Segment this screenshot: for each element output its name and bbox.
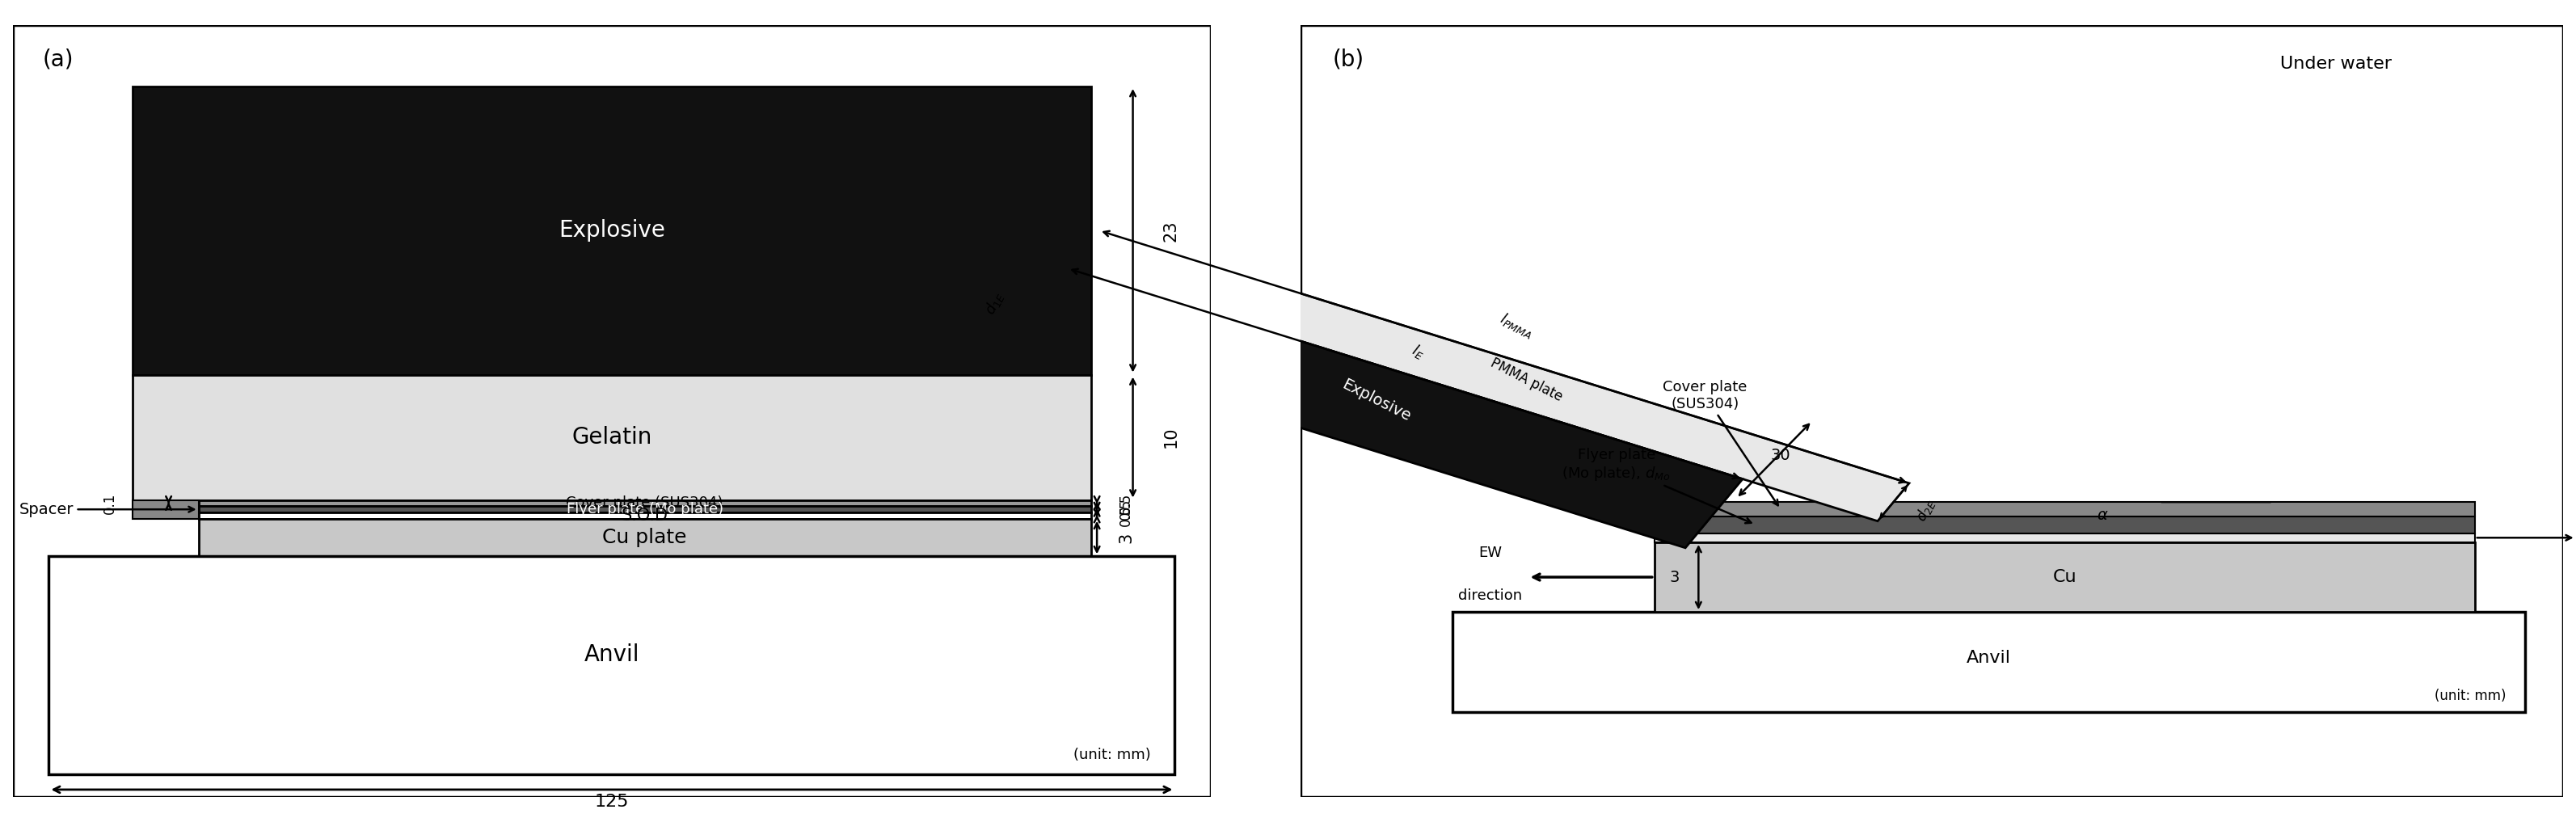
Text: Flyer plate (Mo plate): Flyer plate (Mo plate) bbox=[567, 502, 724, 517]
Bar bbox=[198, 512, 1092, 519]
Text: Under water: Under water bbox=[2280, 56, 2391, 72]
Bar bbox=[1654, 502, 2476, 516]
Text: (unit: mm): (unit: mm) bbox=[1074, 748, 1151, 763]
Text: 3: 3 bbox=[1118, 532, 1133, 543]
Text: direction: direction bbox=[1458, 589, 1522, 603]
Text: Anvil: Anvil bbox=[1965, 650, 2012, 667]
Text: $l_E$: $l_E$ bbox=[1409, 342, 1427, 363]
Text: 125: 125 bbox=[595, 793, 629, 810]
Bar bbox=[198, 506, 1092, 512]
Bar bbox=[134, 375, 1092, 500]
Text: 23: 23 bbox=[1162, 219, 1180, 242]
Text: (b): (b) bbox=[1332, 48, 1365, 71]
Text: Cover plate (SUS304): Cover plate (SUS304) bbox=[567, 496, 724, 510]
Text: 0.5: 0.5 bbox=[1118, 492, 1133, 514]
Text: Explosive: Explosive bbox=[1340, 376, 1414, 424]
Text: $d_{2E}$: $d_{2E}$ bbox=[1911, 496, 1937, 524]
Text: Flyer plate
(Mo plate), $d_{Mo}$: Flyer plate (Mo plate), $d_{Mo}$ bbox=[1561, 448, 1752, 523]
Text: (a): (a) bbox=[44, 48, 75, 71]
Text: 0.5: 0.5 bbox=[1118, 505, 1133, 526]
Text: Gelatin: Gelatin bbox=[572, 426, 652, 449]
Text: 3: 3 bbox=[1669, 570, 1680, 584]
Text: 0.5: 0.5 bbox=[1118, 499, 1133, 520]
Text: $d_{1E}$: $d_{1E}$ bbox=[981, 289, 1007, 317]
Polygon shape bbox=[1069, 231, 1909, 521]
Bar bbox=[1453, 612, 2524, 713]
Bar bbox=[1654, 543, 2476, 612]
Text: Cu: Cu bbox=[2053, 569, 2076, 585]
Text: PMMA plate: PMMA plate bbox=[1489, 355, 1564, 404]
Text: Anvil: Anvil bbox=[585, 643, 639, 666]
Text: Cover plate
(SUS304): Cover plate (SUS304) bbox=[1662, 380, 1777, 506]
Text: Cu plate: Cu plate bbox=[603, 528, 688, 547]
Bar bbox=[1654, 533, 2476, 543]
Text: 10: 10 bbox=[1162, 427, 1180, 448]
Text: 30: 30 bbox=[1770, 448, 1790, 464]
Text: Spacer: Spacer bbox=[18, 501, 193, 517]
Polygon shape bbox=[1010, 269, 1741, 547]
Bar bbox=[134, 500, 198, 519]
Text: S.O.D: S.O.D bbox=[621, 507, 667, 524]
Bar bbox=[198, 519, 1092, 556]
Bar bbox=[134, 86, 1092, 375]
Text: 0.1: 0.1 bbox=[103, 492, 118, 514]
Text: Explosive: Explosive bbox=[559, 219, 665, 242]
Text: $\alpha$: $\alpha$ bbox=[2097, 508, 2107, 523]
Text: EW: EW bbox=[1479, 546, 1502, 560]
Bar bbox=[198, 500, 1092, 506]
Bar bbox=[1654, 516, 2476, 533]
Text: $l_{PMMA}$: $l_{PMMA}$ bbox=[1497, 310, 1538, 341]
Bar bbox=[49, 556, 1175, 774]
Text: (unit: mm): (unit: mm) bbox=[2434, 689, 2506, 703]
